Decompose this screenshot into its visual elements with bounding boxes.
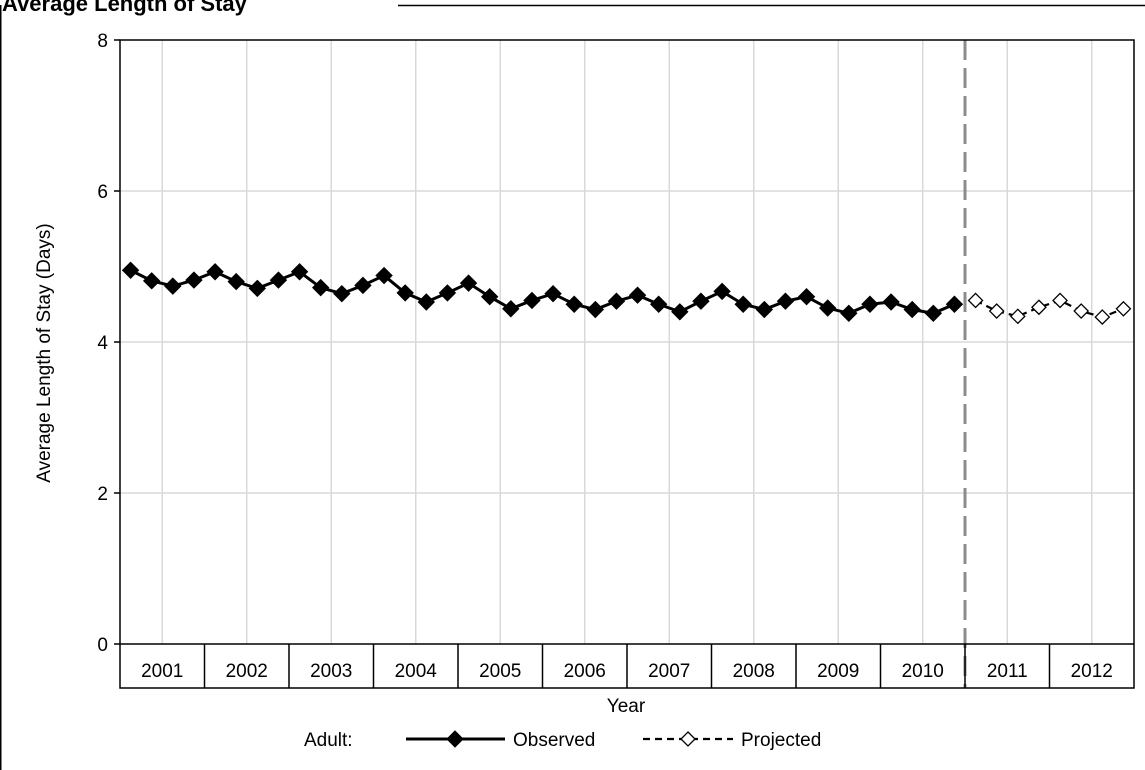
series-projected <box>967 292 1132 326</box>
x-year-label: 2009 <box>817 661 859 682</box>
data-point-projected <box>1115 300 1132 317</box>
data-point-observed <box>755 300 774 319</box>
x-year-label: 2011 <box>987 661 1028 682</box>
data-point-observed <box>311 278 330 297</box>
data-point-observed <box>840 304 858 323</box>
y-tick-label: 2 <box>97 484 108 505</box>
chart-title: Average Length of Stay <box>2 0 247 16</box>
data-point-observed <box>924 304 943 323</box>
x-axis: 2001 2002 2003 2004 2005 2006 2007 2008 2009 2010… <box>141 644 1113 688</box>
data-point-observed <box>375 266 393 285</box>
data-point-projected <box>967 292 984 309</box>
data-point-observed <box>544 284 562 303</box>
data-point-projected <box>1009 308 1026 325</box>
data-point-observed <box>185 271 203 289</box>
data-point-observed <box>248 279 267 298</box>
y-axis-label: Average Length of Stay (Days) <box>34 223 55 482</box>
x-year-label: 2006 <box>564 661 606 682</box>
y-tick-label: 6 <box>97 182 108 203</box>
data-point-observed <box>882 293 900 311</box>
legend-projected-label: Projected <box>741 730 821 751</box>
x-year-label: 2008 <box>733 661 775 682</box>
series-observed <box>121 261 964 323</box>
data-point-observed <box>671 303 689 321</box>
x-year-label: 2003 <box>310 661 352 682</box>
legend-observed-label: Observed <box>513 730 595 751</box>
data-point-observed <box>903 300 921 319</box>
data-point-observed <box>459 274 478 292</box>
x-year-label: 2010 <box>902 661 944 682</box>
data-point-projected <box>1031 299 1047 316</box>
data-point-observed <box>354 276 372 295</box>
data-point-observed <box>142 272 161 290</box>
data-point-observed <box>734 295 752 313</box>
x-year-label: 2002 <box>226 661 268 682</box>
data-point-projected <box>1052 292 1068 309</box>
data-point-observed <box>692 292 710 310</box>
series-line-observed <box>129 268 956 315</box>
data-point-observed <box>502 300 520 318</box>
data-point-observed <box>333 284 351 303</box>
data-point-observed <box>227 272 245 291</box>
data-point-observed <box>649 295 668 313</box>
data-point-observed <box>607 292 626 310</box>
x-year-label: 2007 <box>648 661 690 682</box>
data-point-observed <box>565 295 583 313</box>
y-tick-label: 4 <box>97 333 108 354</box>
data-point-observed <box>818 299 837 317</box>
y-tick-label: 8 <box>97 31 108 52</box>
x-axis-label: Year <box>607 696 646 717</box>
data-point-observed <box>480 287 499 306</box>
data-point-projected <box>1094 309 1111 326</box>
data-point-observed <box>586 300 605 319</box>
series-layer <box>121 261 1132 326</box>
data-point-observed <box>628 286 647 304</box>
data-point-observed <box>776 292 795 310</box>
data-point-observed <box>438 284 457 302</box>
legend-group-label: Adult: <box>304 730 353 751</box>
data-point-observed <box>713 282 731 301</box>
data-point-observed <box>269 271 288 289</box>
data-point-observed <box>121 261 140 279</box>
data-point-observed <box>945 295 964 313</box>
legend-observed-marker <box>446 730 464 748</box>
data-point-observed <box>523 291 541 310</box>
data-point-observed <box>164 277 182 295</box>
data-point-observed <box>290 263 309 281</box>
y-axis: 0 2 4 6 8 <box>97 31 120 656</box>
legend: Adult: Observed Projected <box>304 730 821 751</box>
legend-projected-marker <box>680 731 696 747</box>
plot-frame <box>119 39 1135 689</box>
data-point-projected <box>988 303 1005 319</box>
x-year-label: 2004 <box>395 661 438 682</box>
x-year-label: 2005 <box>479 661 521 682</box>
y-tick-label: 0 <box>97 635 108 656</box>
data-point-observed <box>206 263 224 281</box>
grid-lines <box>120 40 1134 644</box>
data-point-observed <box>861 295 879 313</box>
data-point-observed <box>396 284 414 302</box>
data-point-projected <box>1073 303 1090 319</box>
data-point-observed <box>797 287 816 306</box>
plot-area-border <box>119 39 1135 689</box>
x-year-label: 2012 <box>1071 661 1113 682</box>
x-year-label: 2001 <box>141 661 183 682</box>
data-point-observed <box>417 293 436 311</box>
